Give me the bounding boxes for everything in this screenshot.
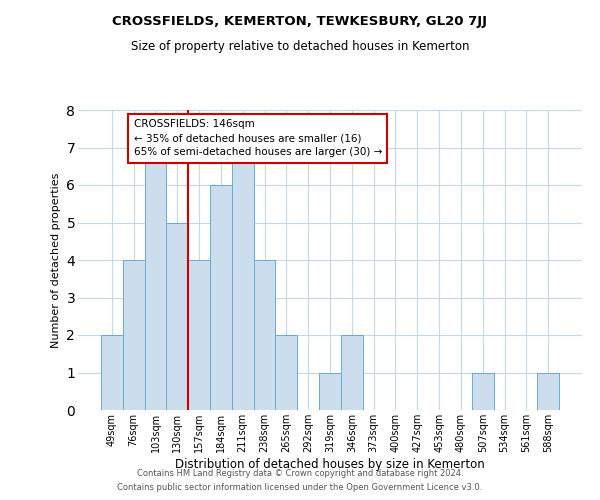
Bar <box>319 372 341 410</box>
Text: Size of property relative to detached houses in Kemerton: Size of property relative to detached ho… <box>131 40 469 53</box>
Bar <box>537 372 559 410</box>
X-axis label: Distribution of detached houses by size in Kemerton: Distribution of detached houses by size … <box>175 458 485 470</box>
Bar <box>101 335 123 410</box>
Bar <box>123 260 145 410</box>
Bar <box>166 222 188 410</box>
Bar <box>472 372 494 410</box>
Bar <box>188 260 210 410</box>
Bar <box>254 260 275 410</box>
Bar <box>341 335 363 410</box>
Bar <box>210 185 232 410</box>
Bar <box>232 148 254 410</box>
Text: CROSSFIELDS: 146sqm
← 35% of detached houses are smaller (16)
65% of semi-detach: CROSSFIELDS: 146sqm ← 35% of detached ho… <box>134 120 382 158</box>
Bar <box>145 148 166 410</box>
Text: Contains public sector information licensed under the Open Government Licence v3: Contains public sector information licen… <box>118 484 482 492</box>
Text: CROSSFIELDS, KEMERTON, TEWKESBURY, GL20 7JJ: CROSSFIELDS, KEMERTON, TEWKESBURY, GL20 … <box>113 15 487 28</box>
Text: Contains HM Land Registry data © Crown copyright and database right 2024.: Contains HM Land Registry data © Crown c… <box>137 468 463 477</box>
Bar <box>275 335 297 410</box>
Y-axis label: Number of detached properties: Number of detached properties <box>51 172 61 348</box>
